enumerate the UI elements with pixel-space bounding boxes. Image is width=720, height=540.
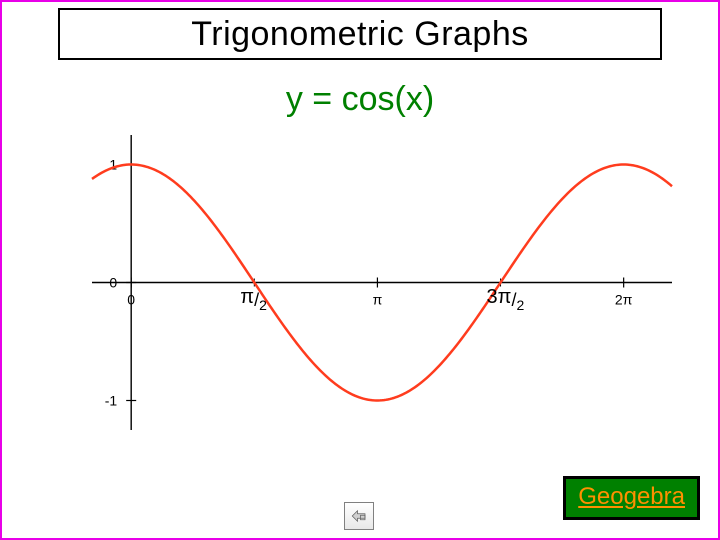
return-icon[interactable]	[344, 502, 374, 530]
svg-text:0: 0	[127, 292, 135, 308]
geogebra-link[interactable]: Geogebra	[578, 483, 685, 510]
x-label-3pi-over-2: 3π/2	[487, 289, 525, 312]
svg-text:-1: -1	[105, 393, 118, 409]
slide: Trigonometric Graphs y = cos(x) 0π2π-101…	[0, 0, 720, 540]
label-denominator: 2	[259, 297, 267, 313]
svg-text:2π: 2π	[615, 292, 633, 308]
cosine-chart: 0π2π-101 π/2 3π/2	[42, 130, 682, 460]
x-label-pi-over-2: π/2	[240, 289, 267, 312]
equation-text: y = cos(x)	[2, 80, 718, 119]
label-numerator: π	[240, 286, 254, 308]
svg-text:1: 1	[109, 157, 117, 173]
title-text: Trigonometric Graphs	[191, 15, 529, 54]
svg-text:π: π	[373, 292, 383, 308]
label-numerator: 3π	[487, 286, 512, 308]
label-denominator: 2	[516, 297, 524, 313]
geogebra-link-box: Geogebra	[563, 476, 700, 520]
svg-text:0: 0	[109, 275, 117, 291]
title-bar: Trigonometric Graphs	[58, 8, 662, 60]
